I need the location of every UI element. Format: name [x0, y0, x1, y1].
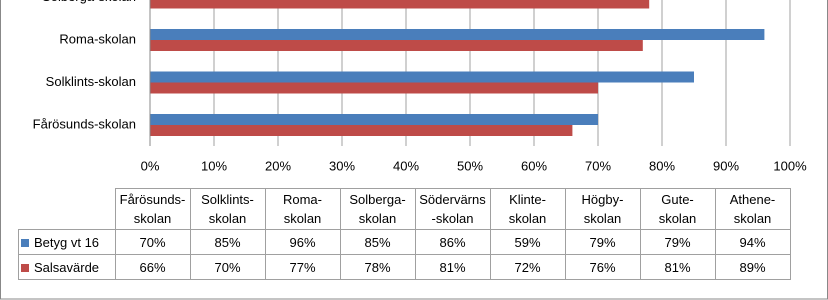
table-cell: Athene-skolan [714, 188, 791, 230]
bar [150, 82, 598, 94]
table-cell: 72% [489, 254, 566, 280]
table-row: Betyg vt 16 70% 85% 96% 85% 86% 59% 79% 79% 94% [18, 229, 791, 255]
x-tick-label: 90% [713, 158, 739, 173]
table-cell: 96% [264, 229, 341, 255]
bar [150, 71, 694, 83]
x-tick-label: 40% [393, 158, 419, 173]
x-tick-label: 10% [201, 158, 227, 173]
table-cell: 76% [564, 254, 641, 280]
y-tick-label: Solklints-skolan [46, 74, 136, 89]
table-cell: Betyg vt 16 [18, 229, 116, 255]
table-cell: Fårösunds-skolan [114, 188, 191, 230]
y-tick-label: Fårösunds-skolan [33, 116, 136, 131]
table-cell: Solberga-skolan [339, 188, 416, 230]
table-cell: Högby-skolan [564, 188, 641, 230]
x-tick-label: 60% [521, 158, 547, 173]
table-cell: 79% [564, 229, 641, 255]
table-cell: 79% [639, 229, 716, 255]
legend-swatch [21, 263, 29, 272]
bar [150, 0, 650, 9]
table-cell: Roma-skolan [264, 188, 341, 230]
table-cell: 77% [264, 254, 341, 280]
x-tick-label: 100% [773, 158, 807, 173]
bar [150, 114, 598, 125]
table-cell: Klinte-skolan [489, 188, 566, 230]
table-cell: Salsavärde [18, 254, 116, 280]
table-cell: Solklints-skolan [189, 188, 266, 230]
legend-label: Salsavärde [34, 259, 100, 275]
table-cell: Södervärns-skolan [414, 188, 491, 230]
table-cell: 89% [714, 254, 791, 280]
bar [150, 125, 573, 136]
x-tick-label: 30% [329, 158, 355, 173]
table-cell [18, 188, 116, 230]
table-cell: 66% [114, 254, 191, 280]
x-tick-label: 50% [457, 158, 483, 173]
table-row: Salsavärde 66% 70% 77% 78% 81% 72% 76% 81% 89% [18, 254, 791, 280]
table-cell: 78% [339, 254, 416, 280]
table-cell: 85% [339, 229, 416, 255]
table-cell: 85% [189, 229, 266, 255]
data-table: Fårösunds-skolan Solklints-skolan Roma-sko… [18, 188, 791, 280]
legend-label: Betyg vt 16 [34, 234, 100, 250]
x-tick-label: 0% [141, 158, 160, 173]
x-tick-label: 80% [649, 158, 675, 173]
table-cell: 81% [414, 254, 491, 280]
table-cell: 86% [414, 229, 491, 255]
x-tick-label: 70% [585, 158, 611, 173]
table-row: Fårösunds-skolan Solklints-skolan Roma-sko… [18, 188, 791, 230]
table-cell: Gute-skolan [639, 188, 716, 230]
y-tick-label: Solberga-skolan [42, 0, 136, 4]
bar [150, 29, 765, 40]
table-cell: 94% [714, 229, 791, 255]
table-cell: 59% [489, 229, 566, 255]
table-cell: 81% [639, 254, 716, 280]
x-tick-label: 20% [265, 158, 291, 173]
table-cell: 70% [189, 254, 266, 280]
legend-swatch [21, 238, 29, 247]
bar [150, 40, 643, 51]
table-cell: 70% [114, 229, 191, 255]
y-tick-label: Roma-skolan [59, 31, 136, 46]
